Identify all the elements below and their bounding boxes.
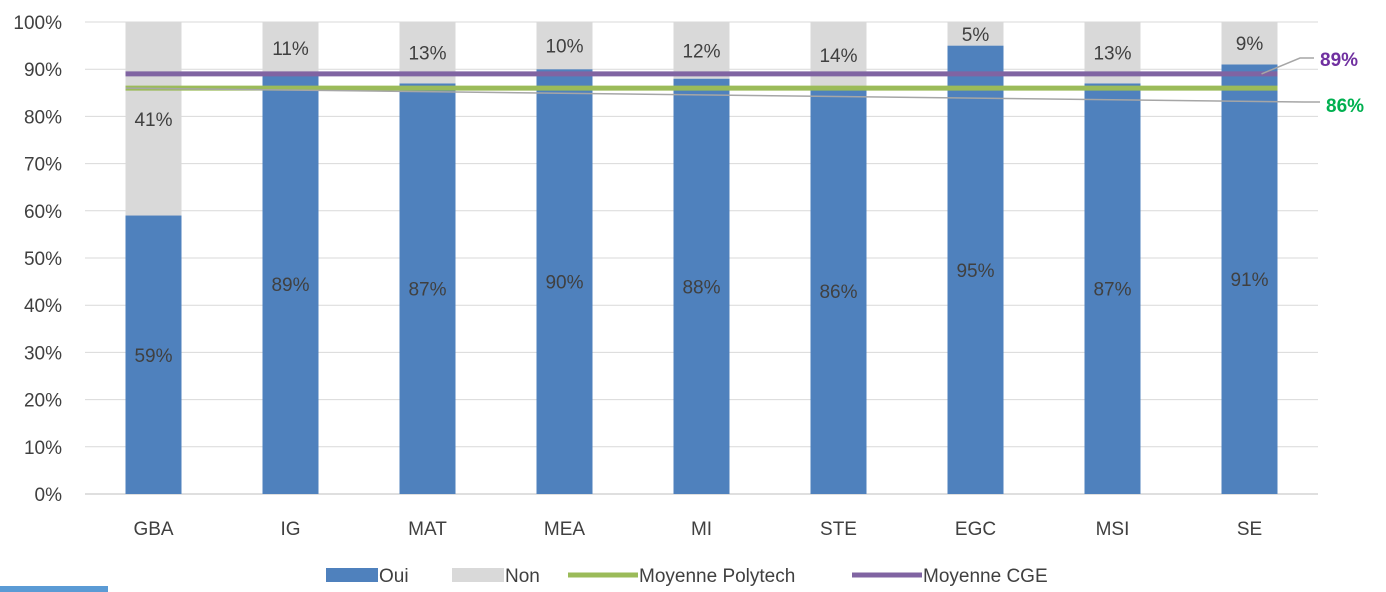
y-tick-label: 30% [24, 343, 62, 364]
legend-swatch-oui [326, 568, 378, 582]
y-tick-label: 100% [13, 13, 62, 34]
legend-label: Oui [379, 566, 409, 587]
bar-oui [536, 69, 593, 494]
label-moyenne-polytech: 86% [1326, 96, 1364, 117]
y-tick-label: 20% [24, 391, 62, 412]
bar-non [125, 22, 182, 216]
data-label-oui: 90% [545, 273, 583, 294]
x-tick-label: IG [280, 519, 300, 540]
data-label-oui: 95% [956, 261, 994, 282]
y-axis-labels: 0% 10% 20% 30% 40% 50% 60% 70% 80% 90% 100% [13, 13, 62, 506]
x-tick-label: MEA [544, 519, 586, 540]
y-tick-label: 70% [24, 155, 62, 176]
x-tick-label: MAT [408, 519, 447, 540]
y-tick-label: 40% [24, 296, 62, 317]
data-label-oui: 87% [408, 280, 446, 301]
x-axis-labels: GBA IG MAT MEA MI STE EGC MSI SE [133, 519, 1262, 540]
data-label-non: 41% [134, 110, 172, 131]
data-label-non: 5% [962, 25, 990, 46]
y-tick-label: 10% [24, 438, 62, 459]
data-label-non: 12% [682, 41, 720, 62]
legend-label: Moyenne CGE [923, 566, 1048, 587]
data-label-non: 13% [408, 44, 446, 65]
data-label-non: 9% [1236, 34, 1264, 55]
bar-non [262, 22, 319, 74]
bar-oui [399, 83, 456, 495]
y-tick-label: 90% [24, 60, 62, 81]
leader-line-cge [1261, 57, 1314, 75]
y-tick-label: 80% [24, 107, 62, 128]
bar-oui [673, 78, 730, 494]
data-label-oui: 59% [134, 346, 172, 367]
x-tick-label: SE [1237, 519, 1262, 540]
bar-non [810, 22, 867, 89]
data-label-oui: 86% [819, 282, 857, 303]
x-tick-label: GBA [133, 519, 173, 540]
legend: Oui Non Moyenne Polytech Moyenne CGE [326, 566, 1048, 587]
data-label-non: 13% [1093, 44, 1131, 65]
bar-oui [947, 45, 1004, 494]
data-label-non: 10% [545, 37, 583, 58]
legend-label: Non [505, 566, 540, 587]
bar-oui [1084, 83, 1141, 495]
x-tick-label: MI [691, 519, 712, 540]
bar-non [536, 22, 593, 70]
data-label-oui: 89% [271, 275, 309, 296]
x-tick-label: MSI [1096, 519, 1130, 540]
average-lines [125, 57, 1320, 103]
x-tick-label: EGC [955, 519, 996, 540]
legend-swatch-non [452, 568, 504, 582]
bar-oui [262, 73, 319, 495]
data-label-oui: 88% [682, 277, 720, 298]
y-tick-label: 50% [24, 249, 62, 270]
legend-label: Moyenne Polytech [639, 566, 795, 587]
bar-non [947, 22, 1004, 46]
label-moyenne-cge: 89% [1320, 50, 1358, 71]
x-tick-label: STE [820, 519, 857, 540]
data-label-non: 11% [272, 39, 309, 60]
data-label-oui: 91% [1230, 270, 1268, 291]
data-label-non: 14% [819, 46, 857, 67]
bar-non [673, 22, 730, 79]
leader-line-polytech [125, 87, 1320, 103]
y-tick-label: 0% [35, 485, 63, 506]
bar-oui [125, 215, 182, 494]
data-label-oui: 87% [1093, 280, 1131, 301]
bars [125, 22, 1278, 495]
corner-accent-mark [0, 586, 108, 592]
bar-oui [810, 88, 867, 494]
data-labels: 89% 86% 59% 41% 89% 11% 87% 13% 90% 10% 88% 12% 86% 1… [134, 25, 1364, 367]
y-tick-label: 60% [24, 202, 62, 223]
bar-oui [1221, 64, 1278, 494]
bar-non [1221, 22, 1278, 65]
